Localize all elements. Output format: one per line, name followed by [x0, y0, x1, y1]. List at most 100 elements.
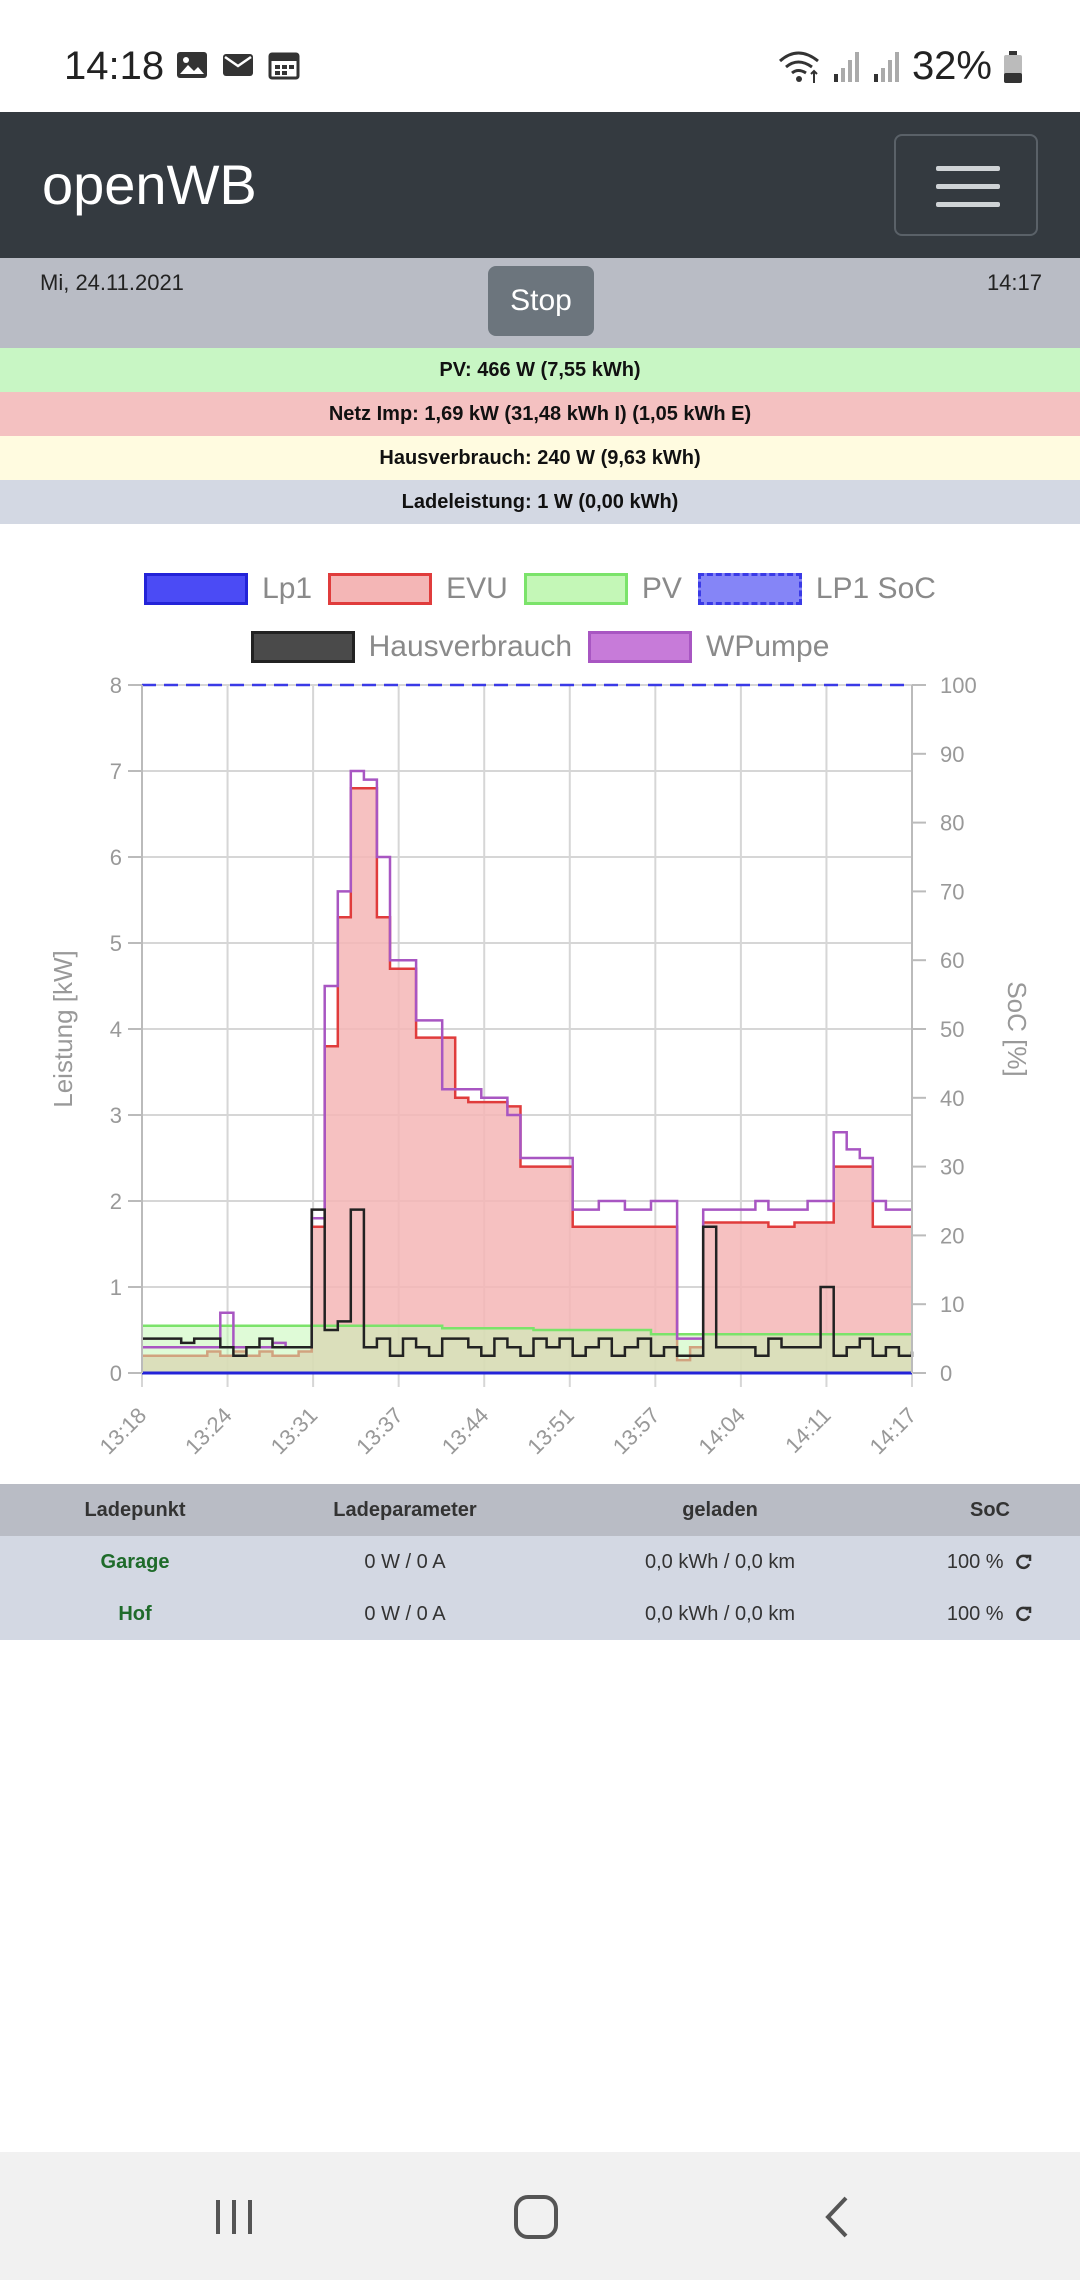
legend-label: WPumpe	[706, 630, 830, 663]
legend-item-pv[interactable]: PV	[523, 572, 682, 606]
x-tick-label: 14:04	[693, 1403, 750, 1460]
chart-legend: Lp1 EVU PV LP1 SoC Hausverbrauch WPumpe	[0, 560, 1080, 676]
x-tick-label: 14:11	[780, 1403, 835, 1458]
x-tick-label: 13:51	[522, 1403, 579, 1460]
legend-item-lp1[interactable]: Lp1	[144, 572, 312, 606]
calendar-icon	[268, 52, 300, 80]
y-tick-label: 8	[110, 673, 122, 698]
refresh-icon[interactable]	[1013, 1552, 1033, 1572]
x-tick-label: 13:18	[95, 1403, 152, 1460]
y2-tick-label: 100	[940, 673, 977, 698]
y2-tick-label: 0	[940, 1361, 952, 1386]
y2-tick-label: 50	[940, 1017, 964, 1042]
x-tick-label: 13:24	[180, 1403, 237, 1460]
info-bar: Mi, 24.11.2021 Stop 14:17	[0, 258, 1080, 348]
refresh-icon[interactable]	[1013, 1604, 1033, 1624]
ladepunkt-name[interactable]: Hof	[118, 1602, 152, 1625]
date-label: Mi, 24.11.2021	[40, 270, 184, 295]
y-tick-label: 3	[110, 1103, 122, 1128]
y2-tick-label: 80	[940, 811, 964, 836]
x-tick-label: 13:37	[351, 1403, 408, 1460]
y2-tick-label: 70	[940, 879, 964, 904]
y-tick-label: 7	[110, 759, 122, 784]
legend-label: Hausverbrauch	[368, 630, 573, 663]
y-axis-title: Leistung [kW]	[48, 950, 78, 1108]
battery-percent: 32%	[911, 44, 992, 88]
ladeleistung-summary: Ladeleistung: 1 W (0,00 kWh)	[0, 480, 1080, 524]
navbar: openWB	[0, 112, 1080, 258]
legend-swatch	[250, 631, 355, 663]
y2-axis-title: SoC [%]	[1002, 981, 1032, 1076]
col-geladen: geladen	[682, 1498, 758, 1521]
legend-item-wpumpe[interactable]: WPumpe	[588, 630, 829, 664]
y2-tick-label: 60	[940, 948, 964, 973]
ladepunkt-table: Ladepunkt Ladeparameter geladen SoC Gara…	[0, 1484, 1080, 1640]
brand-title[interactable]: openWB	[42, 153, 257, 216]
x-tick-label: 13:44	[437, 1403, 494, 1460]
legend-label: Lp1	[262, 572, 313, 605]
series-pv-area	[142, 1325, 912, 1373]
series-pv-line	[142, 1324, 912, 1336]
table-row: Garage 0 W / 0 A 0,0 kWh / 0,0 km 100 %	[0, 1536, 1080, 1588]
recent-apps-icon[interactable]	[204, 2192, 264, 2242]
table-header: Ladepunkt Ladeparameter geladen SoC	[0, 1484, 1080, 1536]
battery-icon	[1004, 50, 1022, 83]
home-icon[interactable]	[506, 2192, 566, 2242]
series-hausverbrauch-line	[142, 1208, 914, 1358]
soc-value: 100 %	[946, 1602, 1004, 1625]
evu-summary: Netz Imp: 1,69 kW (31,48 kWh I) (1,05 kW…	[0, 392, 1080, 436]
table-row: Hof 0 W / 0 A 0,0 kWh / 0,0 km 100 %	[0, 1588, 1080, 1640]
y-tick-label: 1	[110, 1275, 122, 1300]
y-tick-label: 4	[110, 1017, 122, 1042]
col-ladeparameter: Ladeparameter	[333, 1498, 477, 1521]
system-nav-bar	[0, 2152, 1080, 2280]
ladeparameter-value: 0 W / 0 A	[364, 1550, 446, 1573]
y2-tick-label: 20	[940, 1223, 964, 1248]
hamburger-icon	[936, 166, 1000, 171]
hausverbrauch-summary: Hausverbrauch: 240 W (9,63 kWh)	[0, 436, 1080, 480]
y2-tick-label: 30	[940, 1155, 964, 1180]
geladen-value: 0,0 kWh / 0,0 km	[644, 1602, 796, 1625]
legend-swatch	[523, 573, 628, 605]
legend-label: EVU	[446, 572, 508, 605]
y-tick-label: 5	[110, 931, 122, 956]
ladeparameter-value: 0 W / 0 A	[364, 1602, 446, 1625]
mail-icon	[223, 54, 253, 76]
y2-tick-label: 10	[940, 1292, 964, 1317]
y2-tick-label: 40	[940, 1086, 964, 1111]
stop-button[interactable]: Stop	[488, 266, 594, 336]
wifi-icon	[778, 51, 819, 83]
pv-summary: PV: 466 W (7,55 kWh)	[0, 348, 1080, 392]
legend-swatch	[697, 573, 802, 605]
back-icon[interactable]	[808, 2192, 868, 2242]
y-tick-label: 0	[110, 1361, 122, 1386]
soc-value: 100 %	[946, 1550, 1004, 1573]
x-tick-label: 13:31	[266, 1403, 323, 1460]
status-time: 14:18	[64, 44, 165, 88]
col-ladepunkt: Ladepunkt	[84, 1498, 186, 1521]
legend-item-lp1-soc[interactable]: LP1 SoC	[697, 572, 936, 606]
x-tick-label: 14:17	[865, 1403, 922, 1460]
signal-icon	[833, 51, 859, 82]
legend-swatch	[328, 573, 433, 605]
col-soc: SoC	[970, 1498, 1010, 1521]
legend-label: LP1 SoC	[815, 572, 936, 605]
legend-item-evu[interactable]: EVU	[328, 572, 508, 606]
geladen-value: 0,0 kWh / 0,0 km	[644, 1550, 796, 1573]
legend-item-hausverbrauch[interactable]: Hausverbrauch	[250, 630, 573, 664]
y-tick-label: 6	[110, 845, 122, 870]
signal-icon	[873, 51, 899, 82]
menu-toggle-button[interactable]	[894, 134, 1038, 236]
ladepunkt-name[interactable]: Garage	[100, 1550, 170, 1573]
gallery-icon	[177, 52, 207, 78]
y2-tick-label: 90	[940, 742, 964, 767]
series-evu-area	[142, 788, 912, 1373]
x-tick-label: 13:57	[608, 1403, 665, 1460]
status-bar: 14:18 32%	[0, 0, 1080, 112]
legend-swatch	[144, 573, 249, 605]
time-label: 14:17	[986, 270, 1042, 295]
y-tick-label: 2	[110, 1189, 122, 1214]
legend-label: PV	[641, 572, 682, 605]
legend-swatch	[588, 631, 693, 663]
